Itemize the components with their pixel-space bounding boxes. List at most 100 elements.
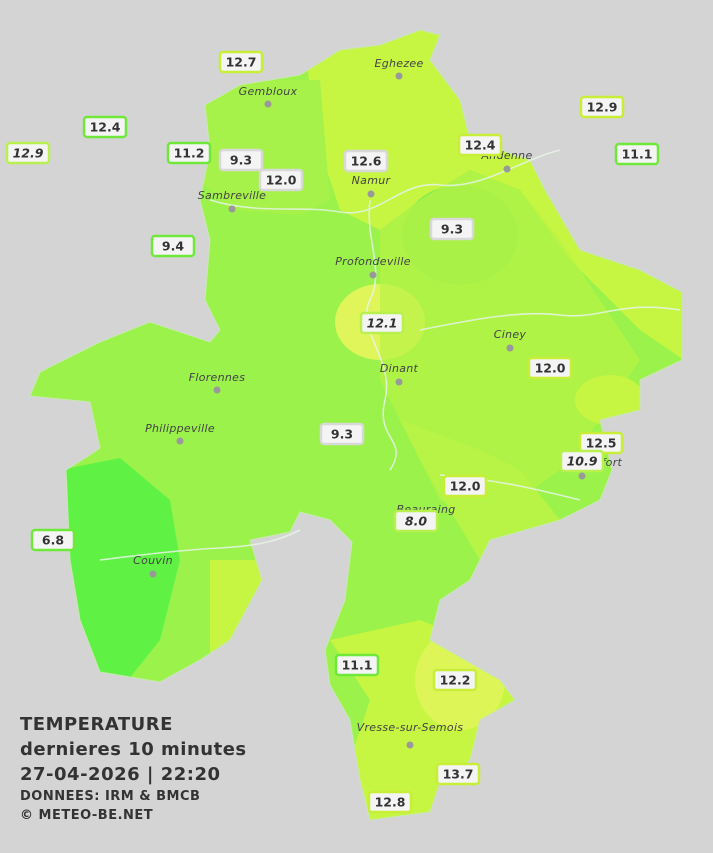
city-label: Ciney — [494, 328, 527, 341]
station-value: 12.1 — [367, 316, 398, 331]
station: 12.9 — [5, 141, 51, 165]
station-box — [5, 141, 51, 165]
city-dot — [149, 570, 157, 578]
station: 12.2 — [432, 668, 478, 692]
station-box — [166, 141, 212, 165]
city-dot — [213, 386, 221, 394]
city-dot — [367, 190, 375, 198]
source: DONNEES: IRM & BMCB — [20, 789, 201, 804]
station-box — [367, 790, 413, 814]
city-label: Philippeville — [145, 422, 215, 435]
station: 12.9 — [579, 95, 625, 119]
copyright: © METEO-BE.NET — [20, 808, 154, 823]
station-box — [319, 422, 365, 446]
station-value: 12.9 — [587, 100, 618, 115]
station-box — [258, 168, 304, 192]
station: 12.8 — [367, 790, 413, 814]
station-box — [334, 653, 380, 677]
station-box — [30, 528, 76, 552]
city-dot — [369, 271, 377, 279]
city-label: Namur — [352, 174, 392, 187]
city-dot — [176, 437, 184, 445]
city-dot — [506, 344, 514, 352]
city-label: Couvin — [133, 554, 173, 567]
station: 12.1 — [359, 311, 405, 335]
rivers — [99, 149, 681, 561]
station: 11.1 — [334, 653, 380, 677]
station-value: 12.7 — [226, 55, 257, 70]
city-dot — [503, 165, 511, 173]
station-value: 9.4 — [162, 239, 184, 254]
station-box — [457, 133, 503, 157]
station: 9.3 — [218, 148, 264, 172]
station: 12.0 — [442, 474, 488, 498]
station-box — [429, 217, 475, 241]
subtitle: dernieres 10 minutes — [20, 739, 247, 760]
station-value: 11.2 — [174, 146, 205, 161]
station-value: 12.8 — [375, 795, 406, 810]
station-value: 12.4 — [90, 120, 121, 135]
city-label: Dinant — [380, 362, 419, 375]
city-label: Eghezee — [374, 57, 423, 70]
station-value: 9.3 — [230, 153, 252, 168]
station-box — [150, 234, 196, 258]
station: 13.7 — [435, 762, 481, 786]
station-value: 12.2 — [440, 673, 471, 688]
station-box — [559, 449, 605, 473]
station-value: 12.4 — [465, 138, 496, 153]
station-box — [343, 149, 389, 173]
station-box — [527, 356, 573, 380]
station-value: 8.0 — [405, 514, 427, 529]
station-box — [359, 311, 405, 335]
station-box — [579, 95, 625, 119]
city-dot — [228, 205, 236, 213]
city-dot — [395, 378, 403, 386]
station-value: 12.0 — [266, 173, 297, 188]
station: 12.0 — [527, 356, 573, 380]
station-box — [82, 115, 128, 139]
station-value: 11.1 — [622, 147, 653, 162]
station-box — [432, 668, 478, 692]
station-value: 11.1 — [342, 658, 373, 673]
city-label: Gembloux — [239, 85, 298, 98]
station-value: 12.6 — [351, 154, 382, 169]
station: 11.1 — [614, 142, 660, 166]
station: 9.3 — [429, 217, 475, 241]
station-box — [435, 762, 481, 786]
station: 11.2 — [166, 141, 212, 165]
city-label: Florennes — [189, 371, 246, 384]
station-value: 6.8 — [42, 533, 64, 548]
city-label: Profondeville — [335, 255, 411, 268]
station: 6.8 — [30, 528, 76, 552]
station-value: 10.9 — [567, 454, 598, 469]
station: 12.6 — [343, 149, 389, 173]
station: 12.4 — [82, 115, 128, 139]
legend: TEMPERATURE dernieres 10 minutes 27-04-2… — [20, 712, 247, 825]
city-dot — [578, 472, 586, 480]
station-value: 12.5 — [586, 436, 617, 451]
city-label: Sambreville — [198, 189, 266, 202]
station-box — [218, 148, 264, 172]
station: 12.7 — [218, 50, 264, 74]
city-dot — [395, 72, 403, 80]
station: 9.4 — [150, 234, 196, 258]
station: 8.0 — [393, 509, 439, 533]
station: 9.3 — [319, 422, 365, 446]
station-value: 12.0 — [535, 361, 566, 376]
city-label: Vresse-sur-Semois — [357, 721, 464, 734]
station-box — [393, 509, 439, 533]
station-value: 12.0 — [450, 479, 481, 494]
station-value: 12.9 — [13, 146, 44, 161]
station-box — [442, 474, 488, 498]
title: TEMPERATURE — [20, 714, 173, 735]
station: 10.9 — [559, 449, 605, 473]
station-box — [218, 50, 264, 74]
city-dot — [264, 100, 272, 108]
timestamp: 27-04-2026 | 22:20 — [20, 764, 221, 785]
station: 12.4 — [457, 133, 503, 157]
station-value: 13.7 — [443, 767, 474, 782]
city-dot — [406, 741, 414, 749]
stations: 12.7 12.4 12.9 11.2 9.3 12.0 12.6 12.4 12.9 11.1 9… — [5, 50, 660, 814]
